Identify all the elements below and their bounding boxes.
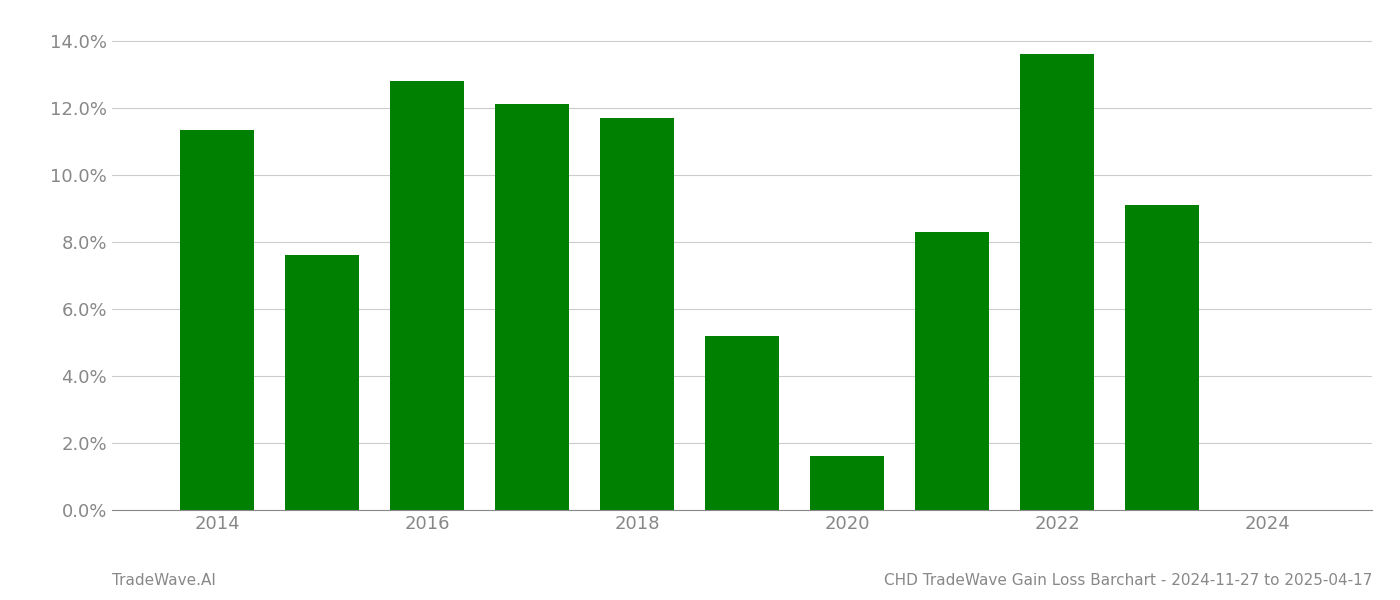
Bar bbox=[916, 232, 988, 510]
Bar bbox=[1021, 54, 1093, 510]
Bar bbox=[181, 130, 253, 510]
Text: TradeWave.AI: TradeWave.AI bbox=[112, 573, 216, 588]
Bar bbox=[286, 255, 358, 510]
Text: CHD TradeWave Gain Loss Barchart - 2024-11-27 to 2025-04-17: CHD TradeWave Gain Loss Barchart - 2024-… bbox=[883, 573, 1372, 588]
Bar bbox=[811, 457, 883, 510]
Bar bbox=[706, 336, 778, 510]
Bar bbox=[601, 118, 673, 510]
Bar bbox=[1126, 205, 1198, 510]
Bar bbox=[496, 104, 568, 510]
Bar bbox=[391, 81, 463, 510]
